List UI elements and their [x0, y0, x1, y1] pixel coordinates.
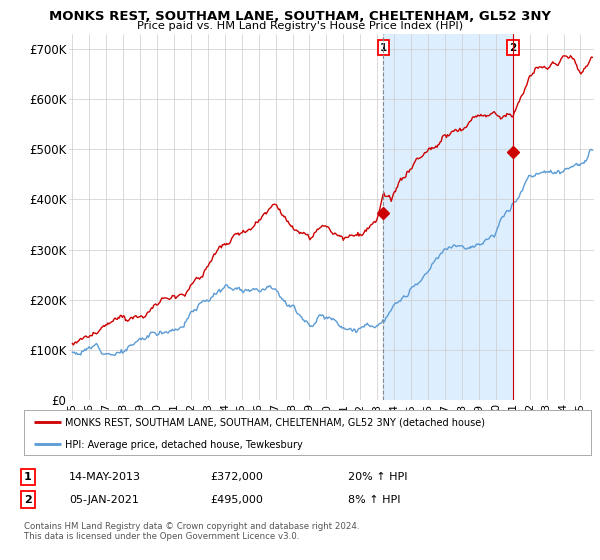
- Text: 1: 1: [380, 43, 387, 53]
- Text: £372,000: £372,000: [210, 472, 263, 482]
- Text: £495,000: £495,000: [210, 494, 263, 505]
- Text: 1: 1: [24, 472, 32, 482]
- Text: Contains HM Land Registry data © Crown copyright and database right 2024.
This d: Contains HM Land Registry data © Crown c…: [24, 522, 359, 542]
- Text: MONKS REST, SOUTHAM LANE, SOUTHAM, CHELTENHAM, GL52 3NY (detached house): MONKS REST, SOUTHAM LANE, SOUTHAM, CHELT…: [65, 417, 485, 427]
- Text: 2: 2: [24, 494, 32, 505]
- Text: 14-MAY-2013: 14-MAY-2013: [69, 472, 141, 482]
- Text: 05-JAN-2021: 05-JAN-2021: [69, 494, 139, 505]
- Text: 8% ↑ HPI: 8% ↑ HPI: [348, 494, 401, 505]
- Text: MONKS REST, SOUTHAM LANE, SOUTHAM, CHELTENHAM, GL52 3NY: MONKS REST, SOUTHAM LANE, SOUTHAM, CHELT…: [49, 10, 551, 23]
- Text: 2: 2: [509, 43, 517, 53]
- Text: 20% ↑ HPI: 20% ↑ HPI: [348, 472, 407, 482]
- Text: Price paid vs. HM Land Registry's House Price Index (HPI): Price paid vs. HM Land Registry's House …: [137, 21, 463, 31]
- Bar: [383, 34, 513, 400]
- Text: HPI: Average price, detached house, Tewkesbury: HPI: Average price, detached house, Tewk…: [65, 440, 302, 450]
